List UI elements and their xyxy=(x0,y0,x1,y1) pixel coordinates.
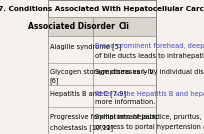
Text: Symptoms of jaundice, pruritus, an: Symptoms of jaundice, pruritus, an xyxy=(94,114,204,120)
Bar xyxy=(49,17,156,36)
Bar xyxy=(49,85,156,107)
Text: Broad prominent forehead, deep se: Broad prominent forehead, deep se xyxy=(94,43,204,49)
Text: of bile ducts leads to intrahepatic sc: of bile ducts leads to intrahepatic sc xyxy=(94,53,204,59)
Text: Symptoms vary by individual disor: Symptoms vary by individual disor xyxy=(94,69,204,75)
Bar xyxy=(49,0,156,17)
Text: more information.: more information. xyxy=(94,99,155,105)
Bar xyxy=(49,107,156,134)
Text: Glycogen storage diseases I–IV: Glycogen storage diseases I–IV xyxy=(50,69,153,75)
Text: [6]: [6] xyxy=(50,77,59,84)
Text: Table 7. Conditions Associated With Hepatocellular Carcinoma: Table 7. Conditions Associated With Hepa… xyxy=(0,6,204,12)
Bar xyxy=(49,63,156,85)
Text: Refer to the Hepatitis B and hepati: Refer to the Hepatitis B and hepati xyxy=(94,91,204,97)
Text: Associated Disorder: Associated Disorder xyxy=(28,22,114,31)
Text: Alagille syndrome [5]: Alagille syndrome [5] xyxy=(50,43,121,50)
Text: Hepatitis B and C [7-9]: Hepatitis B and C [7-9] xyxy=(50,91,126,97)
Bar xyxy=(49,36,156,63)
Text: Cli: Cli xyxy=(119,22,130,31)
Text: Progressive familial intrahepatic: Progressive familial intrahepatic xyxy=(50,114,157,120)
Text: progress to portal hypertension and: progress to portal hypertension and xyxy=(94,124,204,130)
Text: cholestasis [10,11]: cholestasis [10,11] xyxy=(50,124,113,131)
